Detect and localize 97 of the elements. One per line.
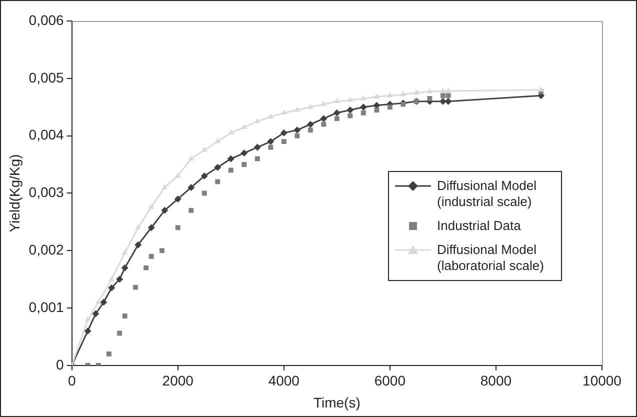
y-tick-label: 0,001 — [28, 298, 64, 315]
point — [254, 144, 261, 151]
point — [121, 264, 128, 272]
point — [446, 93, 451, 98]
point — [308, 128, 313, 133]
point — [386, 92, 393, 98]
point — [444, 98, 452, 105]
point — [174, 172, 181, 178]
x-axis-title: Time(s) — [313, 394, 360, 410]
point — [132, 284, 138, 290]
point — [148, 254, 154, 259]
point — [294, 106, 300, 112]
point — [268, 144, 274, 150]
y-axis-title: Yield(Kg/Kg) — [6, 154, 22, 232]
point — [334, 98, 340, 104]
y-tick-label: 0,002 — [28, 241, 64, 258]
point — [280, 109, 287, 115]
point — [348, 113, 353, 118]
x-tick-label: 10000 — [582, 372, 622, 389]
point — [440, 93, 446, 98]
point — [100, 298, 108, 306]
point — [360, 104, 367, 111]
point — [214, 138, 221, 144]
point — [400, 90, 406, 96]
point — [188, 155, 194, 161]
point — [134, 241, 142, 248]
point — [188, 184, 195, 191]
point — [106, 351, 112, 356]
point — [122, 314, 128, 319]
point — [360, 110, 366, 116]
point — [108, 284, 116, 292]
point — [161, 206, 168, 214]
point — [427, 96, 432, 101]
point — [162, 184, 168, 190]
x-tick-label: 0 — [68, 372, 76, 389]
point — [228, 168, 234, 173]
legend-label: Diffusional Model (laboratorial scale) — [437, 242, 545, 274]
y-tick-label: 0,006 — [28, 12, 64, 28]
x-tick-label: 8000 — [480, 372, 512, 389]
point — [374, 107, 380, 112]
point — [135, 224, 142, 230]
point — [294, 126, 301, 134]
point — [200, 172, 208, 180]
point — [320, 115, 328, 122]
point — [321, 122, 326, 127]
point — [215, 179, 220, 184]
point — [175, 225, 180, 230]
point — [294, 133, 300, 138]
point — [439, 98, 446, 105]
point — [280, 129, 288, 136]
point — [188, 208, 194, 213]
point — [334, 116, 340, 122]
point — [242, 162, 247, 167]
point — [227, 155, 234, 162]
point — [84, 316, 91, 322]
point — [144, 265, 149, 270]
point — [306, 120, 314, 128]
legend-label: Industrial Data — [437, 218, 522, 234]
point — [320, 100, 327, 106]
point — [538, 86, 544, 92]
point — [84, 327, 92, 334]
point — [148, 203, 154, 209]
point — [122, 249, 128, 255]
point — [95, 298, 102, 304]
point — [159, 248, 164, 254]
point — [374, 93, 380, 99]
legend-label: Diffusional Model (industrial scale) — [437, 178, 538, 210]
x-tick-label: 4000 — [268, 372, 300, 389]
point — [445, 88, 452, 93]
point — [307, 104, 314, 109]
point — [174, 195, 182, 202]
point — [440, 88, 446, 93]
point — [108, 276, 115, 282]
x-tick-label: 2000 — [162, 372, 194, 389]
point — [148, 224, 155, 232]
y-tick-label: 0 — [56, 356, 64, 372]
point — [268, 113, 274, 119]
point — [333, 109, 340, 116]
y-tick-label: 0,005 — [28, 69, 64, 86]
point — [387, 104, 392, 110]
point — [240, 150, 248, 157]
point — [426, 88, 433, 94]
point — [116, 276, 124, 283]
point — [281, 139, 286, 144]
point — [346, 106, 354, 114]
point — [254, 156, 260, 162]
point — [360, 94, 366, 100]
point — [347, 96, 354, 102]
x-tick-label: 6000 — [374, 372, 406, 389]
point — [413, 89, 420, 94]
point — [214, 164, 222, 171]
y-tick-label: 0,004 — [28, 126, 64, 143]
point — [92, 310, 100, 318]
point — [117, 330, 122, 336]
point — [202, 190, 207, 196]
y-tick-label: 0,003 — [28, 184, 64, 200]
point — [267, 138, 274, 146]
